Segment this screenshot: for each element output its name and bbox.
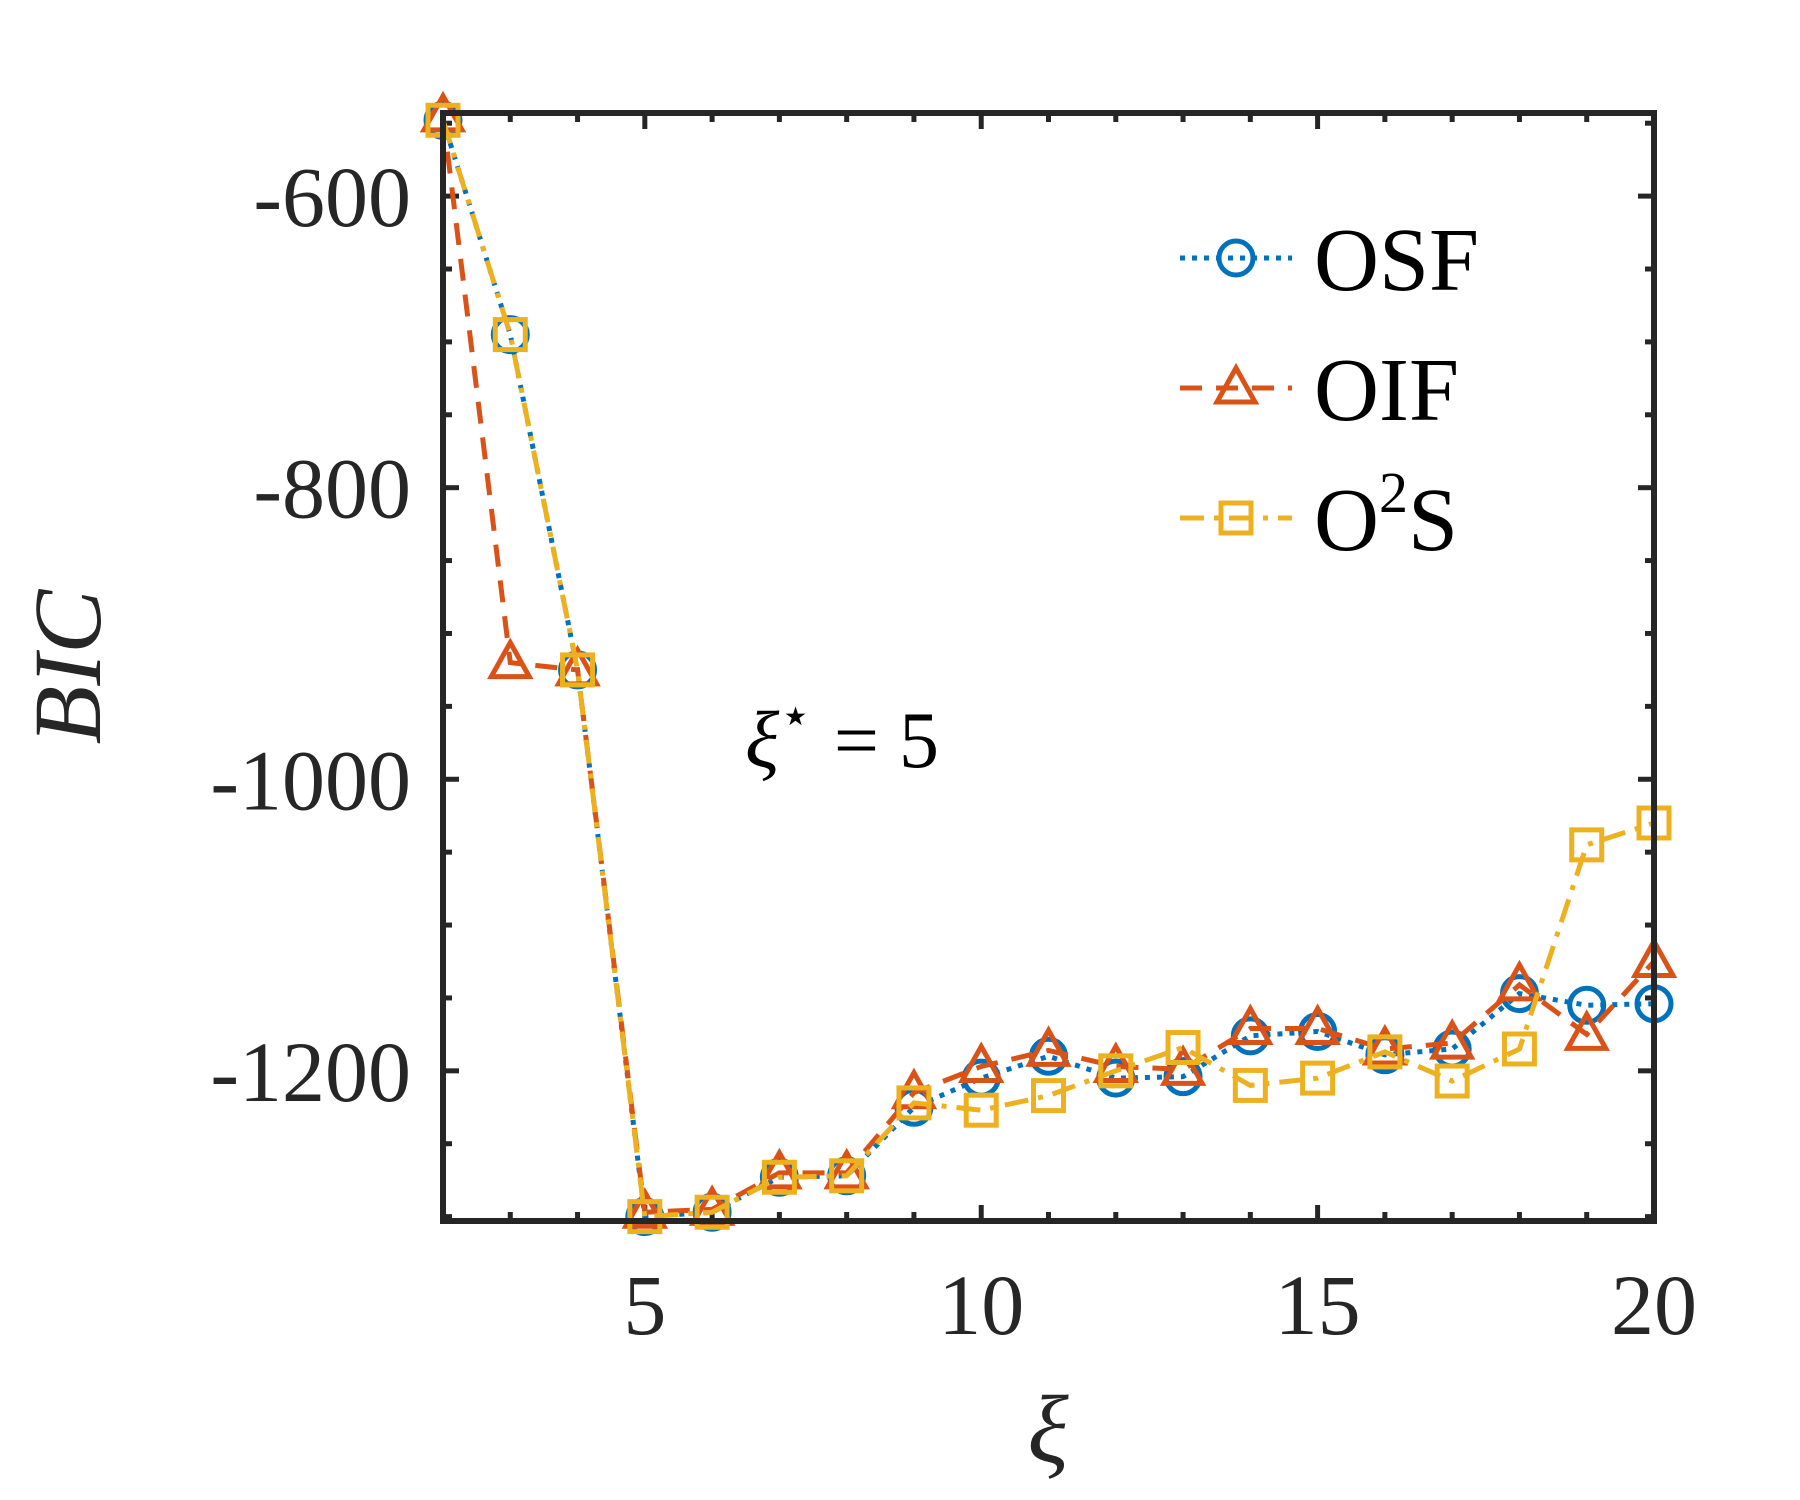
data-point-osf bbox=[1567, 985, 1607, 1025]
y-tick-label: -600 bbox=[253, 149, 411, 245]
legend: OSF OIF O2S bbox=[1180, 211, 1479, 570]
legend-marker bbox=[1218, 500, 1254, 536]
data-point-o2s bbox=[1434, 1063, 1470, 1099]
data-point-oif bbox=[957, 1041, 1005, 1083]
data-point-oif bbox=[621, 1187, 669, 1229]
annotation-symbol: ξ bbox=[745, 697, 780, 785]
data-point-o2s bbox=[492, 317, 528, 353]
data-point-oif bbox=[1227, 1003, 1274, 1046]
data-point-oif bbox=[1294, 1003, 1341, 1046]
data-point-oif bbox=[1092, 1041, 1140, 1083]
x-axis-title: ξ bbox=[1027, 1376, 1069, 1483]
annotation-superscript: ⋆ bbox=[779, 688, 812, 745]
data-point-o2s bbox=[1031, 1078, 1066, 1114]
data-point-oif bbox=[1361, 1023, 1409, 1066]
legend-label: O2S bbox=[1314, 460, 1458, 570]
legend-label: OIF bbox=[1314, 341, 1459, 440]
legend-marker bbox=[1212, 362, 1260, 405]
optimal-xi-annotation: ξ⋆ = 5 bbox=[745, 688, 939, 785]
x-tick-label: 5 bbox=[623, 1257, 666, 1353]
series-layer bbox=[419, 90, 1678, 1237]
legend-item-osf: OSF bbox=[1180, 211, 1479, 310]
data-point-o2s bbox=[1300, 1060, 1336, 1096]
data-point-o2s bbox=[1367, 1034, 1403, 1070]
legend-label: OSF bbox=[1314, 211, 1479, 310]
y-tick-label: -800 bbox=[253, 441, 411, 537]
tick-labels: 5 10 15 20 -600 -800 -1000 -1200 bbox=[210, 149, 1697, 1353]
y-tick-label: -1200 bbox=[210, 1024, 411, 1120]
legend-item-o2s: O2S bbox=[1180, 460, 1458, 570]
data-point-oif bbox=[756, 1147, 803, 1190]
data-point-o2s bbox=[1569, 827, 1605, 863]
data-point-oif bbox=[1025, 1025, 1072, 1067]
legend-marker bbox=[1216, 238, 1256, 278]
data-point-o2s bbox=[560, 652, 596, 688]
data-point-o2s bbox=[694, 1194, 730, 1230]
data-point-oif bbox=[823, 1147, 870, 1190]
y-tick-label: -1000 bbox=[210, 732, 411, 828]
annotation-text: = 5 bbox=[834, 697, 939, 785]
data-point-o2s bbox=[1165, 1030, 1201, 1066]
data-point-o2s bbox=[829, 1158, 865, 1194]
data-point-o2s bbox=[963, 1092, 999, 1128]
series-line-osf bbox=[440, 119, 1655, 1220]
x-tick-label: 10 bbox=[938, 1257, 1024, 1353]
legend-item-oif: OIF bbox=[1180, 341, 1459, 440]
data-point-oif bbox=[1496, 959, 1543, 1002]
plot-frame bbox=[440, 110, 1657, 1224]
series-line-o2s bbox=[440, 119, 1655, 1220]
data-point-oif bbox=[1563, 1009, 1610, 1051]
series-o2s bbox=[425, 102, 1672, 1235]
data-point-o2s bbox=[627, 1199, 663, 1235]
data-point-oif bbox=[487, 637, 534, 680]
x-tick-label: 15 bbox=[1275, 1257, 1361, 1353]
data-point-o2s bbox=[1098, 1053, 1134, 1089]
data-point-oif bbox=[1428, 1018, 1476, 1060]
data-point-o2s bbox=[1232, 1067, 1268, 1103]
data-point-o2s bbox=[1501, 1031, 1537, 1067]
data-point-oif bbox=[1159, 1044, 1207, 1086]
y-axis-title: BIC bbox=[14, 589, 121, 745]
data-point-o2s bbox=[896, 1085, 932, 1121]
x-tick-label: 20 bbox=[1611, 1257, 1697, 1353]
data-point-o2s bbox=[761, 1159, 797, 1195]
